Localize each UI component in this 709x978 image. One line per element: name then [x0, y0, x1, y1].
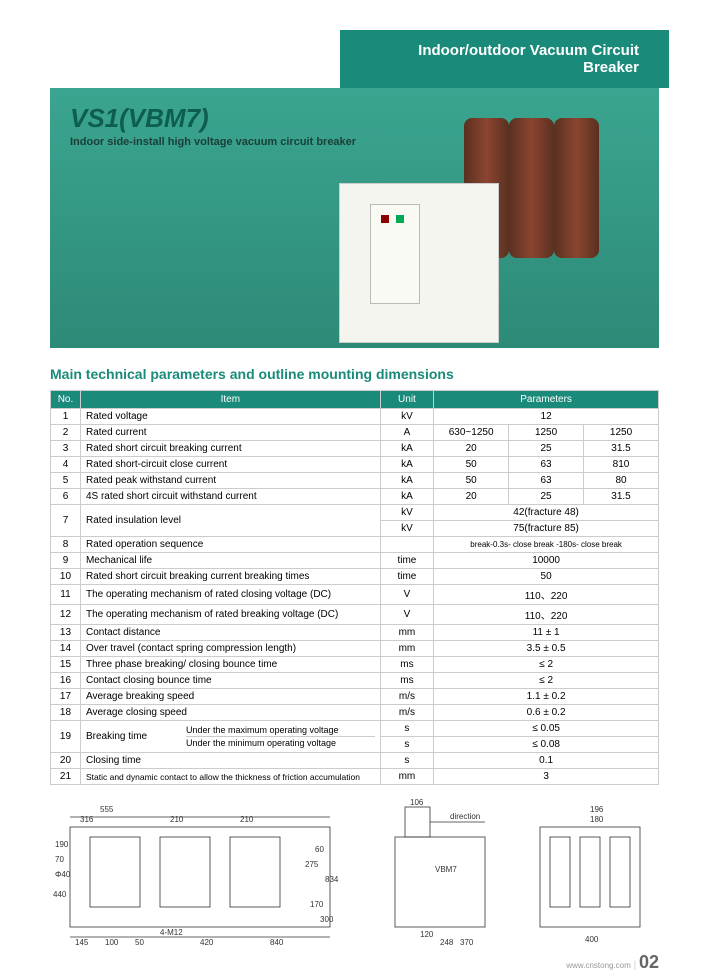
svg-text:direction: direction	[450, 812, 480, 821]
svg-text:275: 275	[305, 860, 319, 869]
table-row: 4Rated short-circuit close currentkA5063…	[51, 457, 659, 473]
th-item: Item	[80, 391, 380, 409]
svg-text:400: 400	[585, 935, 599, 944]
svg-text:196: 196	[590, 805, 604, 814]
svg-text:420: 420	[200, 938, 214, 947]
table-row: 12The operating mechanism of rated break…	[51, 605, 659, 625]
diagram-front: 555 316 210 210 190 70 Φ40 440 145 100 5…	[50, 797, 350, 947]
th-params: Parameters	[434, 391, 659, 409]
section-heading: Main technical parameters and outline mo…	[50, 366, 659, 382]
diagram-top: 196 180 400	[530, 797, 650, 947]
svg-text:316: 316	[80, 815, 94, 824]
header-title: Indoor/outdoor Vacuum Circuit Breaker	[418, 42, 639, 76]
svg-text:440: 440	[53, 890, 67, 899]
svg-text:VBM7: VBM7	[435, 865, 457, 874]
th-unit: Unit	[380, 391, 434, 409]
table-row: 10Rated short circuit breaking current b…	[51, 569, 659, 585]
svg-text:50: 50	[135, 938, 144, 947]
svg-text:210: 210	[240, 815, 254, 824]
table-row: 19Breaking timeUnder the maximum operati…	[51, 721, 659, 737]
svg-text:120: 120	[420, 930, 434, 939]
svg-text:190: 190	[55, 840, 69, 849]
spec-table: No. Item Unit Parameters 1Rated voltagek…	[50, 390, 659, 785]
svg-text:840: 840	[270, 938, 284, 947]
table-row: 20Closing times0.1	[51, 753, 659, 769]
svg-text:145: 145	[75, 938, 89, 947]
page-number: 02	[639, 952, 659, 972]
table-row: 17Average breaking speedm/s1.1 ± 0.2	[51, 689, 659, 705]
table-row: 13Contact distancemm11 ± 1	[51, 625, 659, 641]
svg-text:834: 834	[325, 875, 339, 884]
table-row: 7Rated insulation levelkV42(fracture 48)	[51, 505, 659, 521]
th-no: No.	[51, 391, 81, 409]
table-row: 11The operating mechanism of rated closi…	[51, 585, 659, 605]
svg-text:4-M12: 4-M12	[160, 928, 183, 937]
table-row: 14Over travel (contact spring compressio…	[51, 641, 659, 657]
table-row: 64S rated short circuit withstand curren…	[51, 489, 659, 505]
diagrams-row: 555 316 210 210 190 70 Φ40 440 145 100 5…	[50, 797, 659, 947]
table-row: 21Static and dynamic contact to allow th…	[51, 769, 659, 785]
hero-section: VS1(VBM7) Indoor side-install high volta…	[50, 88, 659, 348]
svg-text:60: 60	[315, 845, 324, 854]
table-row: 5Rated peak withstand currentkA506380	[51, 473, 659, 489]
page-footer: www.cnstong.com | 02	[0, 947, 709, 978]
svg-text:Φ40: Φ40	[55, 870, 71, 879]
svg-text:555: 555	[100, 805, 114, 814]
footer-url: www.cnstong.com	[566, 961, 630, 970]
svg-text:300: 300	[320, 915, 334, 924]
table-row: 15Three phase breaking/ closing bounce t…	[51, 657, 659, 673]
table-row: 3Rated short circuit breaking currentkA2…	[51, 441, 659, 457]
svg-text:370: 370	[460, 938, 474, 947]
diagram-side: 106 direction VBM7 120 248 370	[365, 797, 515, 947]
header-banner: Indoor/outdoor Vacuum Circuit Breaker	[340, 30, 669, 88]
svg-text:180: 180	[590, 815, 604, 824]
svg-text:100: 100	[105, 938, 119, 947]
svg-text:70: 70	[55, 855, 64, 864]
table-row: 16Contact closing bounce timems≤ 2	[51, 673, 659, 689]
table-row: 9Mechanical lifetime10000	[51, 553, 659, 569]
svg-text:210: 210	[170, 815, 184, 824]
table-row: 18Average closing speedm/s0.6 ± 0.2	[51, 705, 659, 721]
svg-text:170: 170	[310, 900, 324, 909]
table-row: 1Rated voltagekV12	[51, 409, 659, 425]
svg-text:106: 106	[410, 798, 424, 807]
table-row: 2Rated currentA630~125012501250	[51, 425, 659, 441]
table-row: 8Rated operation sequencebreak-0.3s- clo…	[51, 537, 659, 553]
product-illustration	[339, 118, 599, 343]
svg-text:248: 248	[440, 938, 454, 947]
